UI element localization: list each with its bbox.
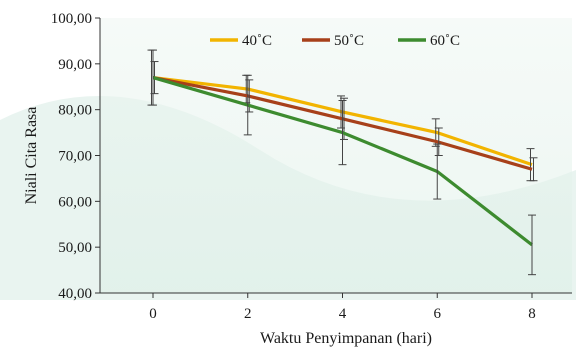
axes: 40,00 50,00 60,00 70,00 80,00 90,00 100,00 0 2 4 6… (51, 11, 572, 322)
y-tick-label: 100,00 (51, 11, 92, 27)
legend-label: 50˚C (334, 33, 364, 49)
x-axis-title: Waktu Penyimpanan (hari) (260, 330, 432, 347)
series-2 (149, 49, 536, 276)
y-tick-label: 80,00 (58, 103, 92, 119)
x-tick-label: 6 (434, 306, 442, 322)
y-axis-title: Niali Cita Rasa (23, 107, 40, 205)
y-tick-label: 60,00 (58, 194, 92, 210)
y-tick-label: 40,00 (58, 286, 92, 302)
legend-label: 40˚C (242, 33, 272, 49)
series-layer (147, 49, 538, 276)
y-tick-label: 90,00 (58, 57, 92, 73)
x-tick-label: 2 (244, 306, 252, 322)
x-tick-label: 8 (528, 306, 536, 322)
x-tick-label: 4 (339, 306, 347, 322)
y-tick-label: 50,00 (58, 240, 92, 256)
legend-label: 60˚C (430, 33, 460, 49)
legend: 40˚C 50˚C 60˚C (210, 33, 460, 49)
y-tick-label: 70,00 (58, 149, 92, 165)
plot-area (100, 18, 572, 293)
x-tick-label: 0 (149, 306, 157, 322)
